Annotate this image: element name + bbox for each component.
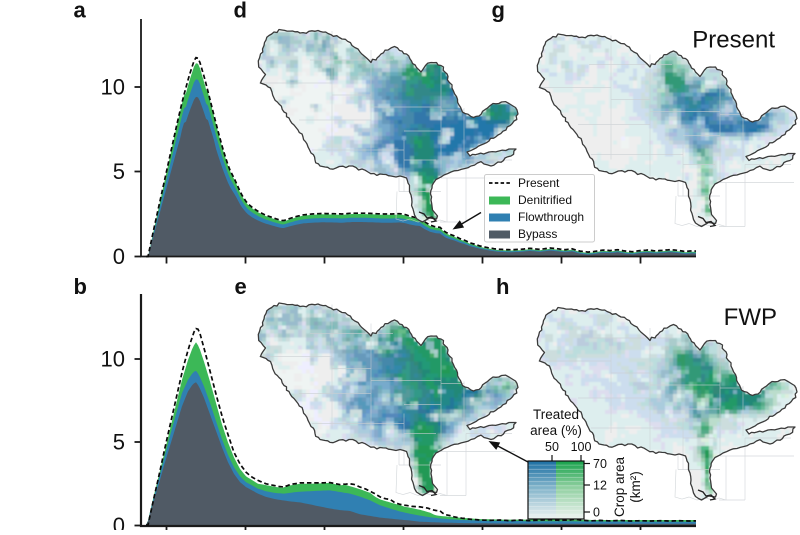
svg-text:70: 70 [593,457,607,471]
svg-text:g: g [492,0,505,23]
svg-text:5: 5 [113,430,125,455]
svg-text:5: 5 [113,159,125,184]
svg-text:100: 100 [571,440,592,454]
svg-text:Flowthrough: Flowthrough [518,210,584,224]
svg-text:0: 0 [113,244,125,269]
svg-text:h: h [496,274,509,299]
svg-text:Denitrified: Denitrified [518,193,572,207]
svg-text:10: 10 [101,347,125,372]
svg-text:Present: Present [692,27,775,54]
svg-text:FWP: FWP [724,304,777,331]
svg-text:Crop area: Crop area [612,457,627,518]
svg-text:e: e [235,274,247,299]
svg-text:Present: Present [518,176,560,190]
svg-text:0: 0 [113,513,125,530]
svg-text:12: 12 [593,479,607,493]
svg-text:0: 0 [593,506,600,520]
svg-text:50: 50 [545,440,559,454]
svg-text:a: a [74,0,87,23]
svg-text:area (%): area (%) [530,423,582,438]
svg-text:(km²): (km²) [628,471,643,502]
svg-text:Bypass: Bypass [518,227,557,241]
svg-text:d: d [234,0,247,23]
svg-text:Treated: Treated [533,407,579,422]
svg-text:10: 10 [101,75,125,100]
svg-text:b: b [74,274,87,299]
